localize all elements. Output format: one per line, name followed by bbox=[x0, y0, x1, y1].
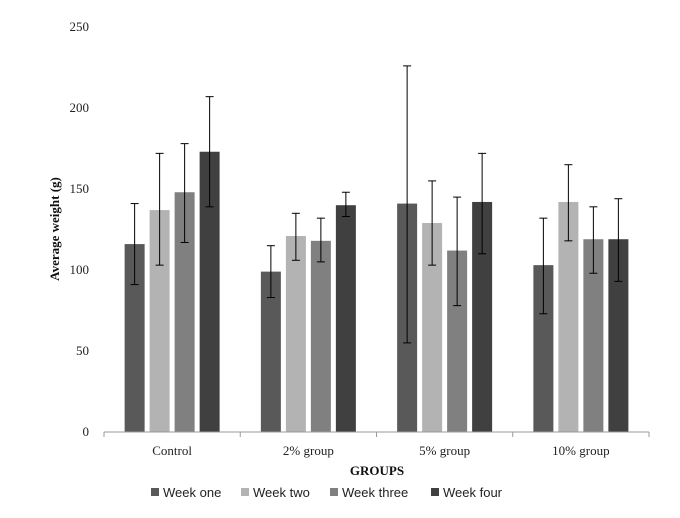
bar bbox=[149, 210, 170, 432]
x-axis-title: GROUPS bbox=[350, 463, 404, 478]
bar bbox=[335, 205, 356, 432]
bar bbox=[285, 235, 306, 432]
legend: Week one Week two Week three Week four bbox=[151, 485, 503, 500]
bar bbox=[533, 265, 554, 432]
y-axis-title: Average weight (g) bbox=[47, 177, 62, 281]
legend-swatch bbox=[241, 488, 249, 496]
bar bbox=[447, 250, 468, 432]
x-axis-ticks: Control 2% group 5% group 10% group bbox=[103, 432, 650, 458]
y-tick-label: 200 bbox=[70, 100, 90, 115]
legend-label: Week two bbox=[253, 485, 310, 500]
legend-label: Week four bbox=[443, 485, 503, 500]
y-tick-label: 250 bbox=[70, 19, 90, 34]
bar bbox=[174, 192, 195, 432]
bar bbox=[422, 223, 443, 432]
y-tick-label: 50 bbox=[76, 343, 89, 358]
x-tick-label: 10% group bbox=[552, 443, 609, 458]
bar-marks bbox=[124, 151, 629, 433]
x-tick-label: 2% group bbox=[283, 443, 334, 458]
bar bbox=[260, 271, 281, 432]
bar bbox=[199, 151, 220, 433]
y-axis-ticks: 0 50 100 150 200 250 bbox=[70, 19, 90, 439]
legend-label: Week three bbox=[342, 485, 408, 500]
bar bbox=[310, 240, 331, 432]
bar bbox=[124, 244, 145, 432]
legend-label: Week one bbox=[163, 485, 221, 500]
y-tick-label: 150 bbox=[70, 181, 90, 196]
bar bbox=[583, 239, 604, 432]
error-bars bbox=[130, 65, 623, 344]
y-tick-label: 0 bbox=[83, 424, 90, 439]
bar bbox=[558, 201, 579, 432]
legend-swatch bbox=[431, 488, 439, 496]
bar bbox=[608, 239, 629, 432]
legend-swatch bbox=[330, 488, 338, 496]
x-tick-label: 5% group bbox=[419, 443, 470, 458]
bar bbox=[472, 201, 493, 432]
x-tick-label: Control bbox=[152, 443, 192, 458]
legend-swatch bbox=[151, 488, 159, 496]
y-tick-label: 100 bbox=[70, 262, 90, 277]
